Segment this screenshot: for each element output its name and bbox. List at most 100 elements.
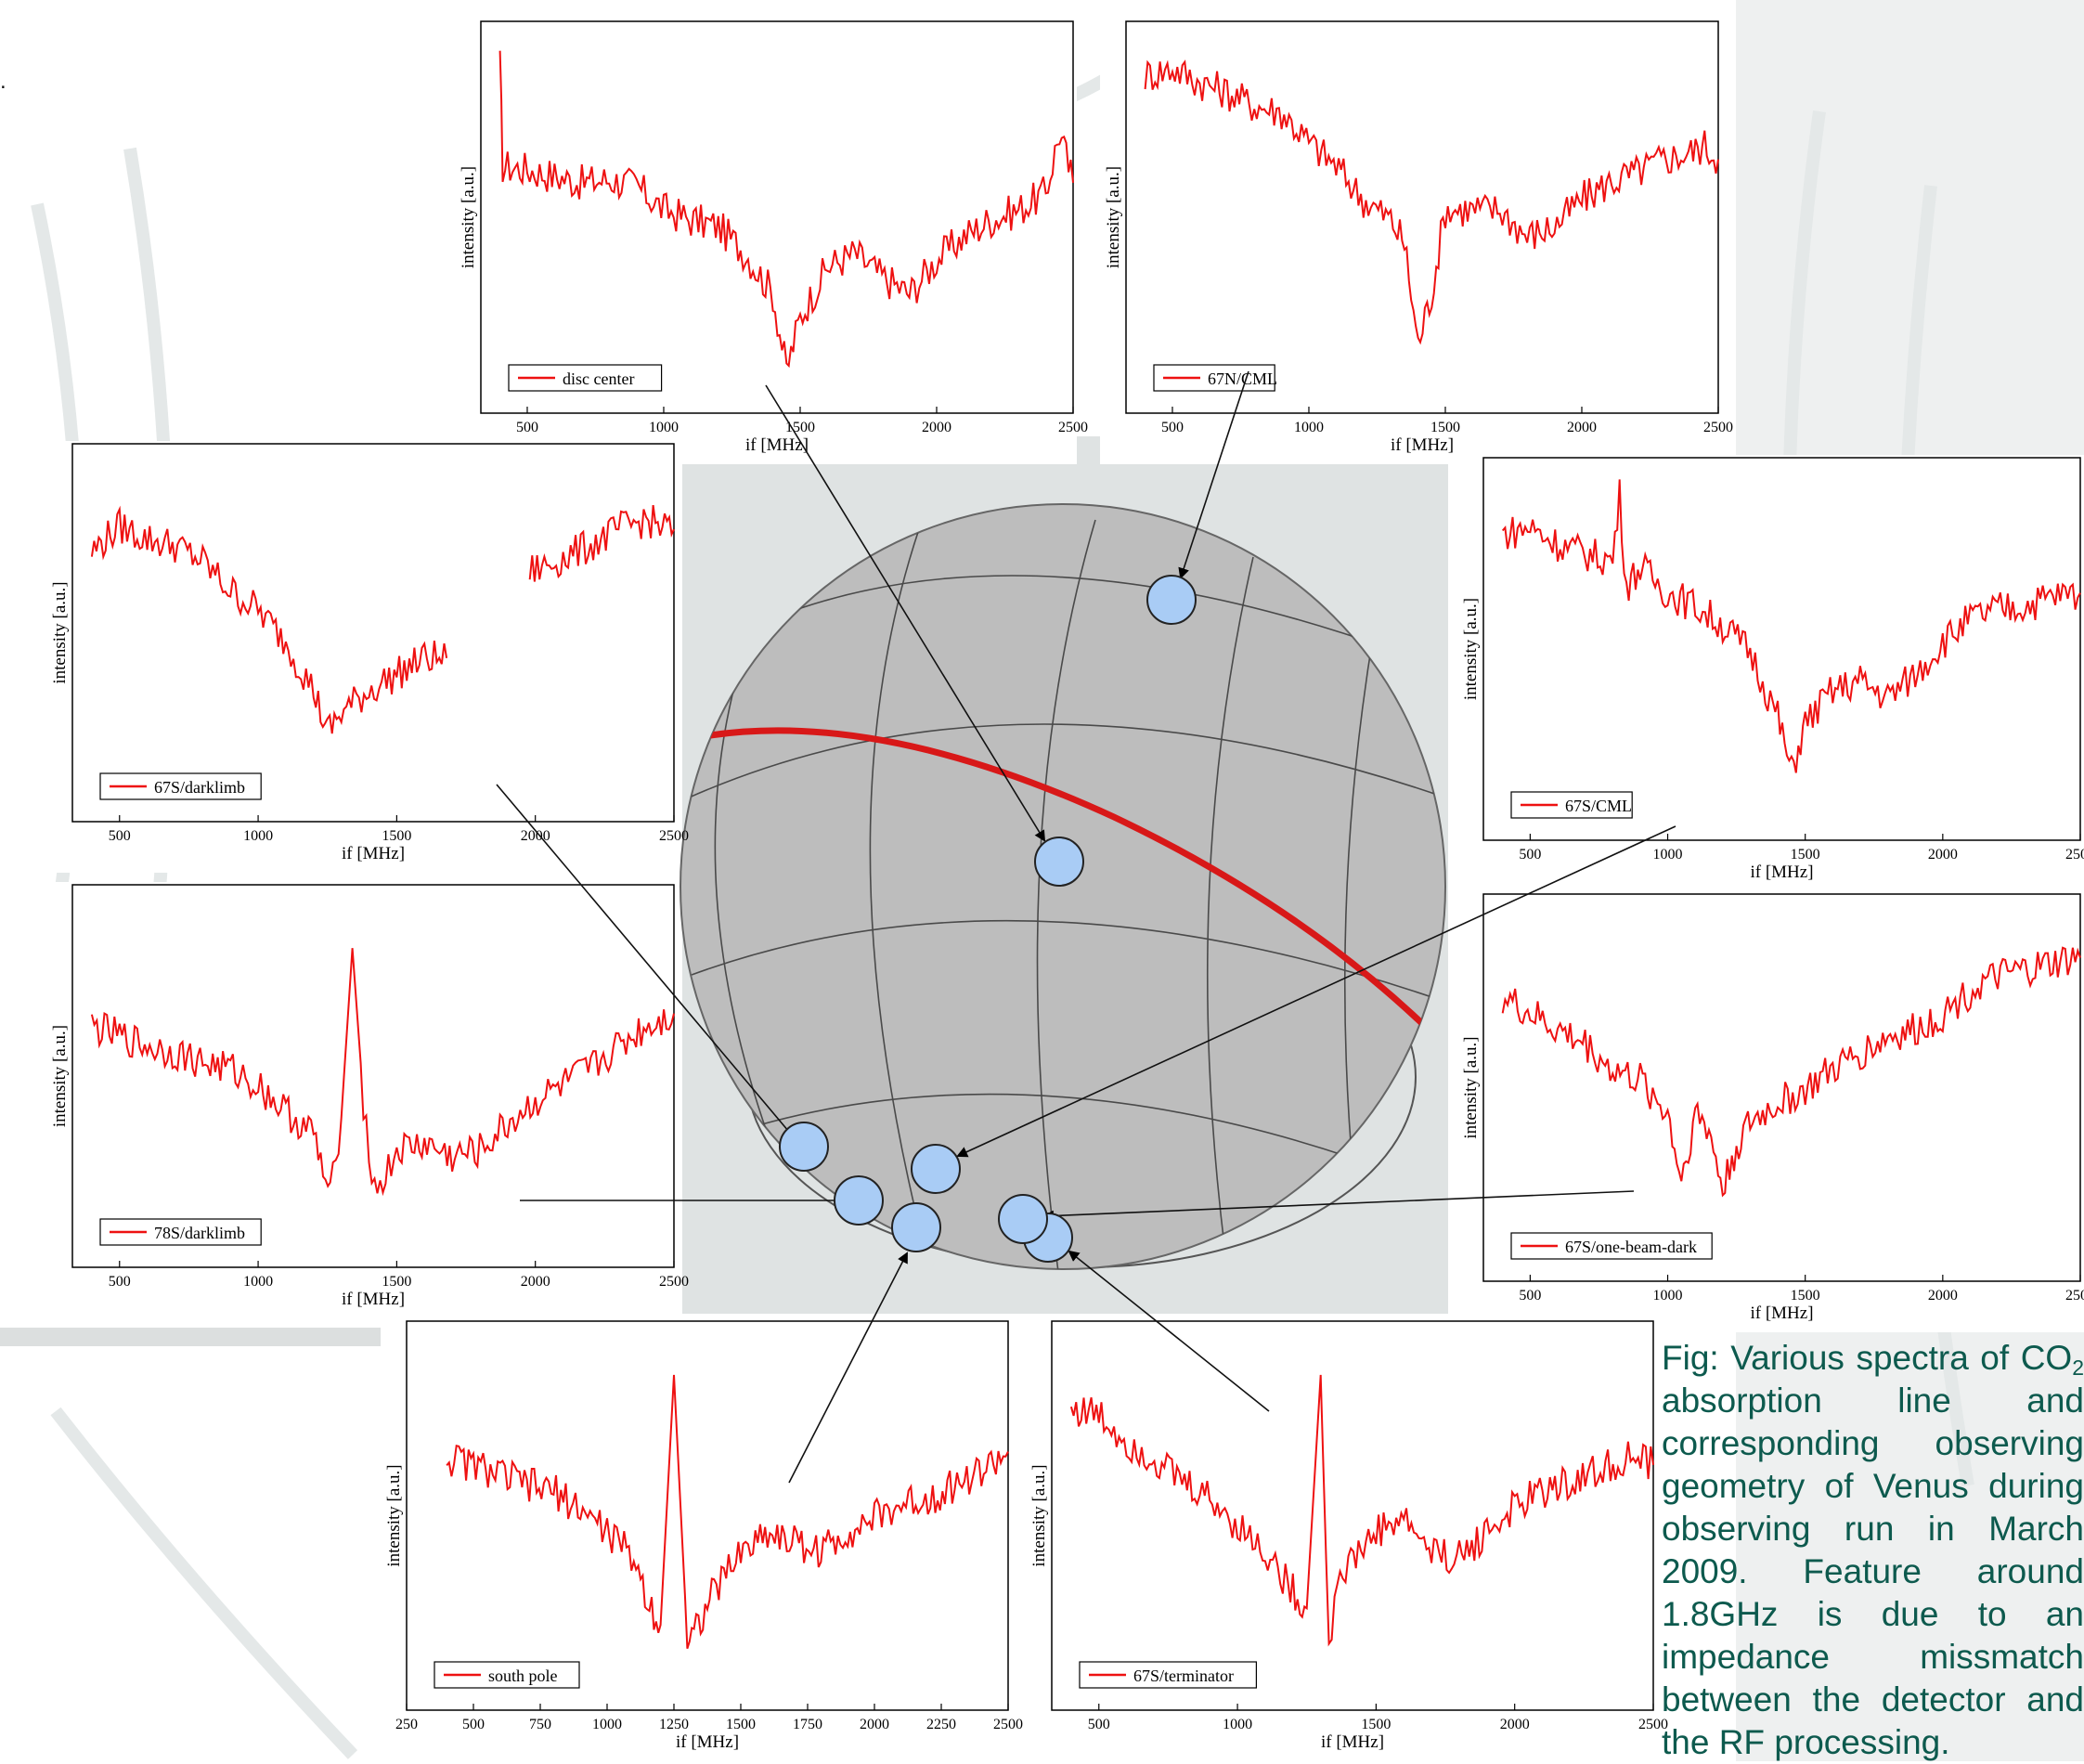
legend-label: 67S/one-beam-dark	[1565, 1238, 1697, 1256]
x-axis-label: if [MHz]	[342, 844, 405, 863]
y-axis-label: intensity [a.u.]	[50, 1025, 70, 1127]
x-tick-label: 1000	[1653, 847, 1683, 863]
x-tick-label: 500	[1088, 1717, 1110, 1732]
x-tick-label: 1000	[1294, 420, 1324, 435]
y-axis-label: intensity [a.u.]	[50, 581, 70, 683]
x-tick-label: 1000	[243, 828, 273, 844]
x-tick-label: 2500	[993, 1717, 1023, 1732]
x-tick-label: 2000	[1567, 420, 1597, 435]
x-tick-label: 2500	[1703, 420, 1733, 435]
x-tick-label: 2500	[1638, 1717, 1668, 1732]
legend: 67N/CML	[1153, 364, 1277, 392]
x-tick-label: 1500	[1430, 420, 1460, 435]
svg-text:.: .	[0, 69, 6, 94]
y-axis-label: intensity [a.u.]	[1461, 598, 1481, 700]
x-tick-label: 500	[1161, 420, 1184, 435]
x-tick-label: 1000	[1223, 1717, 1252, 1732]
x-tick-label: 750	[529, 1717, 551, 1732]
x-tick-label: 2000	[521, 1274, 550, 1290]
legend-label: 67N/CML	[1208, 370, 1277, 388]
y-axis-label: intensity [a.u.]	[1104, 166, 1123, 268]
caption-text-a: Fig: Various spectra of CO	[1662, 1339, 2073, 1377]
x-tick-label: 2500	[2065, 847, 2084, 863]
x-tick-label: 2500	[1058, 420, 1088, 435]
plot-frame	[406, 1320, 1009, 1711]
y-axis-label: intensity [a.u.]	[1029, 1464, 1049, 1566]
x-tick-label: 1000	[1653, 1288, 1683, 1304]
legend-label: 67S/CML	[1565, 797, 1632, 815]
caption-text-b: absorption line and corresponding observ…	[1662, 1381, 2084, 1761]
x-tick-label: 1750	[793, 1717, 822, 1732]
plot-frame	[71, 443, 675, 823]
x-axis-label: if [MHz]	[1321, 1732, 1384, 1752]
x-tick-label: 250	[395, 1717, 418, 1732]
legend: disc center	[508, 364, 663, 392]
chart-67S-terminator: intensity [a.u.] 500 1000 1500 2000 2500 if [M…	[1026, 1318, 1668, 1761]
series-line	[446, 1374, 1009, 1650]
x-axis-label: if [MHz]	[342, 1290, 405, 1309]
x-tick-label: 500	[109, 828, 131, 844]
plot-frame	[71, 884, 675, 1268]
legend: south pole	[434, 1661, 580, 1689]
legend-label: 78S/darklimb	[154, 1224, 245, 1242]
plot-frame	[480, 20, 1074, 414]
y-axis-label: intensity [a.u.]	[459, 166, 478, 268]
x-tick-label: 2250	[926, 1717, 956, 1732]
x-tick-label: 1500	[1791, 1288, 1820, 1304]
series-line	[1069, 1374, 1654, 1647]
x-tick-label: 1500	[726, 1717, 756, 1732]
x-tick-label: 500	[109, 1274, 131, 1290]
x-tick-label: 2000	[860, 1717, 889, 1732]
x-axis-label: if [MHz]	[745, 435, 809, 455]
x-tick-label: 1250	[659, 1717, 689, 1732]
y-axis-label: intensity [a.u.]	[384, 1464, 404, 1566]
legend-label: 67S/darklimb	[154, 778, 245, 797]
x-axis-label: if [MHz]	[1391, 435, 1454, 455]
series-line	[528, 504, 675, 582]
plot-frame	[1051, 1320, 1654, 1711]
plot-frame	[1482, 457, 2081, 841]
legend-label: disc center	[563, 370, 634, 388]
caption-subscript: 2	[2072, 1355, 2084, 1380]
x-axis-label: if [MHz]	[1750, 863, 1813, 882]
chart-disc-center: intensity [a.u.] 500 1000 1500 2000 2500 if [M…	[455, 19, 1088, 464]
y-axis-label: intensity [a.u.]	[1461, 1036, 1481, 1138]
x-tick-label: 1000	[592, 1717, 622, 1732]
x-tick-label: 1500	[785, 420, 815, 435]
x-tick-label: 2000	[1928, 847, 1958, 863]
figure-caption: Fig: Various spectra of CO2 absorption l…	[1662, 1337, 2084, 1764]
x-tick-label: 1500	[382, 1274, 411, 1290]
series-line	[1144, 59, 1719, 345]
chart-78S-darklimb: intensity [a.u.] 500 1000 1500 2000 2500 if [M…	[46, 882, 689, 1318]
series-line	[498, 50, 1074, 369]
legend: 67S/CML	[1510, 791, 1633, 819]
legend-label: south pole	[488, 1667, 558, 1685]
x-tick-label: 2000	[1500, 1717, 1530, 1732]
x-tick-label: 2500	[659, 1274, 689, 1290]
x-tick-label: 500	[1519, 1288, 1541, 1304]
x-tick-label: 2500	[2065, 1288, 2084, 1304]
x-tick-label: 2000	[1928, 1288, 1958, 1304]
chart-67N-CML: intensity [a.u.] 500 1000 1500 2000 2500 if [M…	[1100, 19, 1733, 464]
plot-frame	[1125, 20, 1719, 414]
x-tick-label: 1500	[1361, 1717, 1391, 1732]
legend: 67S/terminator	[1079, 1661, 1257, 1689]
sphere-disk	[680, 503, 1446, 1270]
x-axis-label: if [MHz]	[676, 1732, 739, 1752]
chart-67S-one-beam-dark: intensity [a.u.] 500 1000 1500 2000 2500 if [M…	[1457, 891, 2084, 1332]
chart-south-pole: intensity [a.u.] 250 500 750 1000 1250 1500 175…	[381, 1318, 1023, 1761]
x-tick-label: 500	[462, 1717, 485, 1732]
x-tick-label: 500	[1519, 847, 1541, 863]
plot-frame	[1482, 893, 2081, 1282]
x-tick-label: 2000	[521, 828, 550, 844]
series-line	[90, 505, 448, 734]
legend: 78S/darklimb	[99, 1218, 262, 1246]
x-tick-label: 1000	[649, 420, 679, 435]
x-tick-label: 2000	[922, 420, 951, 435]
legend-label: 67S/terminator	[1133, 1667, 1234, 1685]
chart-67S-darklimb: intensity [a.u.] 500 1000 1500 2000 2500 if [M…	[46, 441, 689, 873]
x-axis-label: if [MHz]	[1750, 1304, 1813, 1323]
x-tick-label: 2500	[659, 828, 689, 844]
legend: 67S/one-beam-dark	[1510, 1232, 1713, 1260]
series-line	[1501, 479, 2081, 773]
